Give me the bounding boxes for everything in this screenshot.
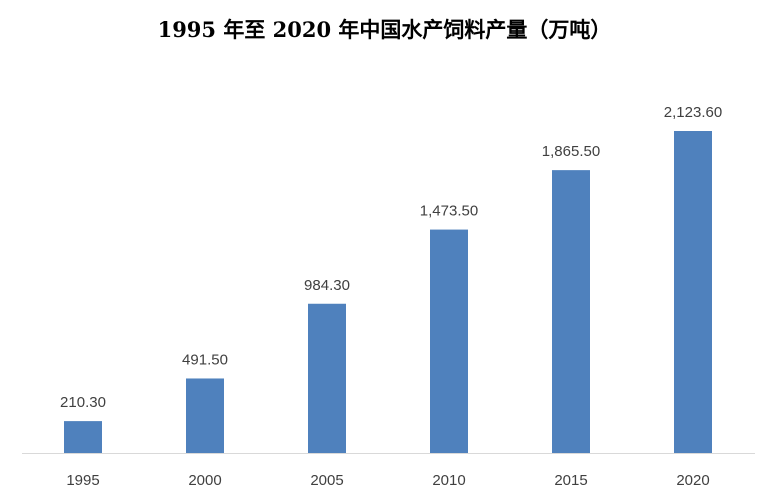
chart-title: 1995 年至 2020 年中国水产饲料产量（万吨）	[157, 17, 612, 42]
x-tick-label-2020: 2020	[676, 472, 709, 489]
bar-1995	[64, 421, 102, 453]
data-label-2015: 1,865.50	[542, 143, 600, 160]
x-tick-label-2005: 2005	[310, 472, 343, 489]
data-label-2000: 491.50	[182, 351, 228, 368]
bar-2000	[186, 378, 224, 453]
x-tick-label-2015: 2015	[554, 472, 587, 489]
data-label-2010: 1,473.50	[420, 203, 478, 220]
x-tick-label-2000: 2000	[188, 472, 221, 489]
bar-2010	[430, 229, 468, 453]
bar-2015	[552, 170, 590, 453]
data-label-2020: 2,123.60	[664, 104, 722, 121]
data-label-2005: 984.30	[304, 277, 350, 294]
bar-2020	[674, 131, 712, 453]
data-label-1995: 210.30	[60, 394, 106, 411]
bar-2005	[308, 303, 346, 453]
x-tick-label-1995: 1995	[66, 472, 99, 489]
x-tick-label-2010: 2010	[432, 472, 465, 489]
